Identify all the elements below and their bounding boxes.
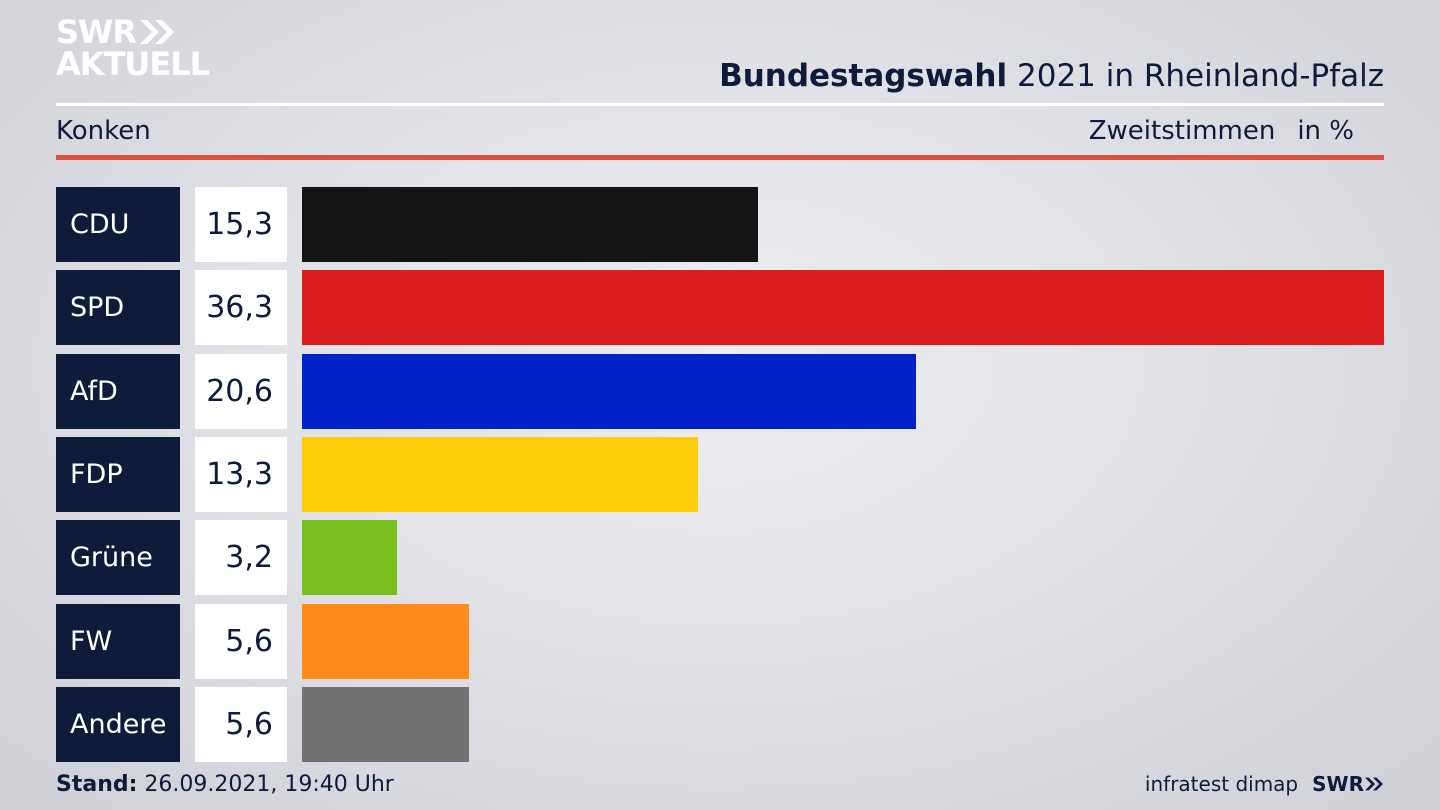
bar-spd bbox=[302, 270, 1384, 345]
bar-row-grüne: Grüne 3,2 bbox=[56, 520, 1384, 595]
value-label: 3,2 bbox=[195, 520, 287, 595]
bar-row-afd: AfD 20,6 bbox=[56, 354, 1384, 429]
party-label: FW bbox=[56, 604, 180, 679]
party-label: FDP bbox=[56, 437, 180, 512]
bar-andere bbox=[302, 687, 469, 762]
bar-cdu bbox=[302, 187, 758, 262]
bar-row-cdu: CDU 15,3 bbox=[56, 187, 1384, 262]
header-divider bbox=[56, 103, 1384, 106]
bar-fdp bbox=[302, 437, 698, 512]
party-label: Andere bbox=[56, 687, 180, 762]
title-bold: Bundestagswahl bbox=[719, 58, 1008, 94]
footer-brand: SWR bbox=[1312, 772, 1384, 796]
measure-label: Zweitstimmen in % bbox=[1089, 116, 1354, 146]
logo-line1: SWR bbox=[56, 13, 137, 51]
swr-aktuell-logo: SWR AKTUELL bbox=[56, 13, 210, 83]
double-chevron-icon bbox=[1365, 777, 1383, 791]
value-label: 13,3 bbox=[195, 437, 287, 512]
bar-fw bbox=[302, 604, 469, 679]
footer-brand-text: SWR bbox=[1312, 772, 1364, 796]
bar-afd bbox=[302, 354, 916, 429]
title-rest: 2021 in Rheinland-Pfalz bbox=[1017, 58, 1384, 94]
bar-row-spd: SPD 36,3 bbox=[56, 270, 1384, 345]
party-label: CDU bbox=[56, 187, 180, 262]
logo-line2: AKTUELL bbox=[56, 45, 210, 83]
timestamp: Stand: 26.09.2021, 19:40 Uhr bbox=[56, 772, 394, 797]
bar-row-andere: Andere 5,6 bbox=[56, 687, 1384, 762]
measure-text: Zweitstimmen bbox=[1088, 116, 1276, 146]
value-label: 20,6 bbox=[195, 354, 287, 429]
party-label: AfD bbox=[56, 354, 180, 429]
region-label: Konken bbox=[56, 116, 151, 146]
double-chevron-icon bbox=[139, 20, 174, 44]
value-label: 36,3 bbox=[195, 270, 287, 345]
stand-value: 26.09.2021, 19:40 Uhr bbox=[144, 772, 394, 797]
source-text: infratest dimap bbox=[1144, 772, 1299, 796]
value-label: 15,3 bbox=[195, 187, 287, 262]
party-label: SPD bbox=[56, 270, 180, 345]
bar-row-fw: FW 5,6 bbox=[56, 604, 1384, 679]
value-label: 5,6 bbox=[195, 687, 287, 762]
bar-grüne bbox=[302, 520, 397, 595]
unit-text: in % bbox=[1297, 116, 1354, 146]
chart-title: Bundestagswahl 2021 in Rheinland-Pfalz bbox=[719, 58, 1384, 94]
source-credit: infratest dimap SWR bbox=[1145, 772, 1384, 796]
accent-divider bbox=[56, 155, 1384, 160]
stand-label: Stand: bbox=[56, 772, 138, 797]
value-label: 5,6 bbox=[195, 604, 287, 679]
bar-row-fdp: FDP 13,3 bbox=[56, 437, 1384, 512]
party-label: Grüne bbox=[56, 520, 180, 595]
